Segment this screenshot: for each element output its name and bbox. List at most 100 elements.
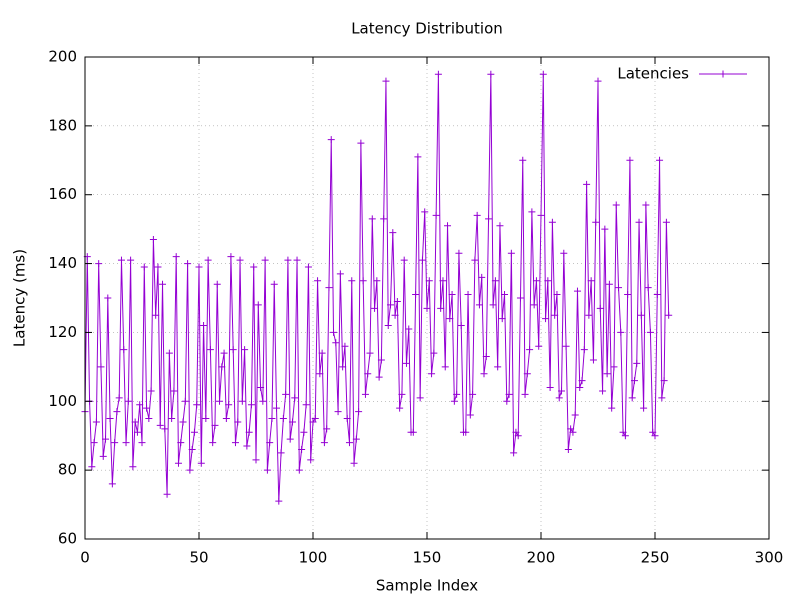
point-marker: [243, 442, 251, 450]
point-marker: [553, 291, 561, 299]
point-marker: [576, 384, 584, 392]
point-marker: [131, 418, 139, 426]
point-marker: [480, 370, 488, 378]
point-marker: [491, 277, 499, 285]
point-marker: [542, 315, 550, 323]
point-marker: [320, 439, 328, 447]
point-marker: [170, 387, 178, 395]
point-marker: [99, 452, 107, 460]
point-marker: [412, 291, 420, 299]
point-marker: [341, 342, 349, 350]
point-marker: [286, 435, 294, 443]
point-marker: [92, 418, 100, 426]
point-marker: [596, 304, 604, 312]
point-marker: [580, 346, 588, 354]
point-marker: [247, 401, 255, 409]
point-marker: [539, 70, 547, 78]
point-marker: [523, 370, 531, 378]
point-marker: [213, 280, 221, 288]
point-marker: [245, 428, 253, 436]
point-marker: [195, 263, 203, 271]
point-marker: [610, 363, 618, 371]
point-marker: [314, 277, 322, 285]
point-marker: [273, 404, 281, 412]
point-marker: [222, 415, 230, 422]
point-marker: [414, 153, 422, 161]
point-marker: [371, 304, 379, 312]
point-marker: [498, 315, 506, 323]
point-marker: [325, 284, 333, 292]
point-marker: [147, 387, 155, 395]
point-marker: [615, 284, 623, 292]
x-tick-label: 150: [413, 549, 442, 567]
point-marker: [138, 439, 146, 447]
point-marker: [168, 415, 176, 422]
point-marker: [640, 404, 648, 412]
point-marker: [396, 404, 404, 412]
point-marker: [421, 208, 429, 216]
point-marker: [111, 439, 119, 447]
point-marker: [220, 349, 228, 357]
point-marker: [193, 401, 201, 409]
point-marker: [510, 449, 518, 457]
point-marker: [204, 256, 212, 264]
point-marker: [339, 363, 347, 371]
point-marker: [234, 418, 242, 426]
point-marker: [268, 415, 276, 422]
point-marker: [227, 253, 235, 261]
point-marker: [209, 439, 217, 447]
point-marker: [402, 359, 410, 367]
point-marker: [569, 428, 577, 436]
point-marker: [605, 280, 613, 288]
y-tick-label: 60: [58, 530, 77, 548]
point-marker: [630, 377, 638, 385]
point-marker: [149, 235, 157, 243]
point-marker: [293, 256, 301, 264]
y-tick-label: 200: [48, 48, 77, 66]
point-marker: [519, 156, 527, 164]
point-marker: [373, 277, 381, 285]
point-marker: [487, 70, 495, 78]
point-marker: [642, 201, 650, 209]
point-marker: [503, 397, 511, 405]
point-marker: [115, 394, 123, 402]
point-marker: [599, 387, 607, 395]
point-marker: [352, 435, 360, 443]
plot-area: [81, 70, 673, 505]
point-marker: [478, 273, 486, 281]
point-marker: [621, 432, 629, 440]
x-tick-label: 250: [641, 549, 670, 567]
point-marker: [238, 397, 246, 405]
point-marker: [409, 428, 417, 436]
point-marker: [651, 432, 659, 440]
point-marker: [646, 328, 654, 336]
point-marker: [154, 263, 162, 271]
point-marker: [257, 384, 265, 392]
point-marker: [462, 428, 470, 436]
point-marker: [179, 418, 187, 426]
point-marker: [505, 390, 513, 398]
y-tick-label: 80: [58, 461, 77, 479]
point-marker: [444, 222, 452, 230]
point-marker: [270, 280, 278, 288]
point-marker: [200, 322, 208, 330]
point-marker: [457, 322, 465, 330]
point-marker: [345, 439, 353, 447]
point-marker: [252, 456, 260, 464]
point-marker: [113, 408, 121, 416]
point-marker: [437, 304, 445, 312]
point-marker: [302, 401, 310, 409]
point-marker: [229, 346, 237, 354]
point-marker: [136, 401, 144, 409]
point-marker: [295, 466, 303, 474]
point-marker: [133, 428, 141, 436]
point-marker: [485, 215, 493, 223]
point-marker: [537, 211, 545, 219]
point-marker: [548, 218, 556, 226]
point-marker: [434, 70, 442, 78]
point-marker: [361, 390, 369, 398]
point-marker: [439, 277, 447, 285]
series-line: [84, 74, 670, 502]
point-marker: [368, 215, 376, 223]
point-marker: [489, 301, 497, 309]
